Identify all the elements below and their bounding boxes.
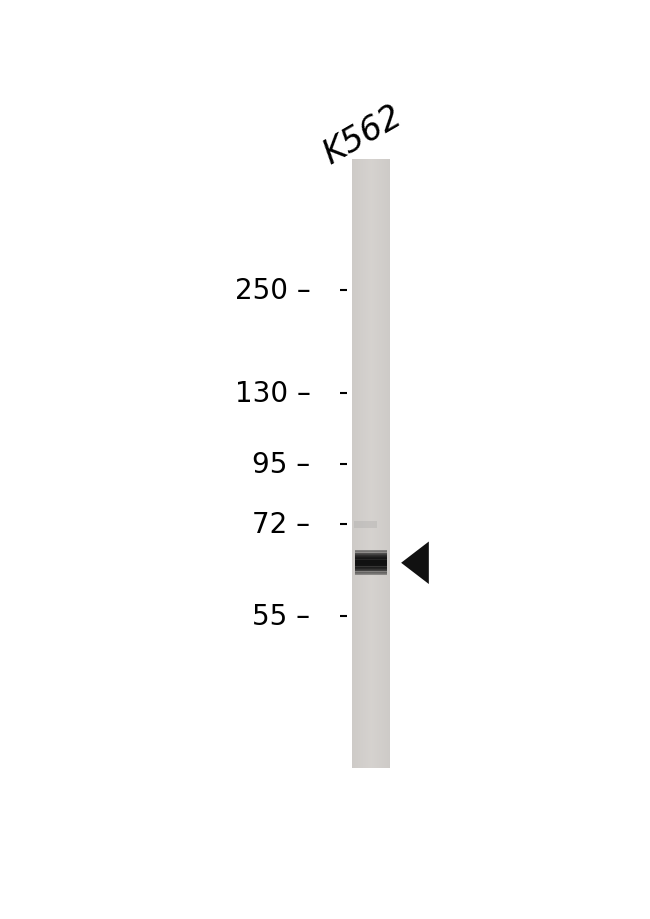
- Bar: [354, 521, 376, 528]
- Text: 72 –: 72 –: [252, 510, 311, 539]
- Polygon shape: [401, 542, 429, 584]
- Text: 55 –: 55 –: [252, 602, 311, 630]
- Text: 250 –: 250 –: [235, 277, 311, 305]
- Text: K562: K562: [317, 99, 408, 171]
- Text: 130 –: 130 –: [235, 380, 311, 407]
- Text: 95 –: 95 –: [252, 450, 311, 478]
